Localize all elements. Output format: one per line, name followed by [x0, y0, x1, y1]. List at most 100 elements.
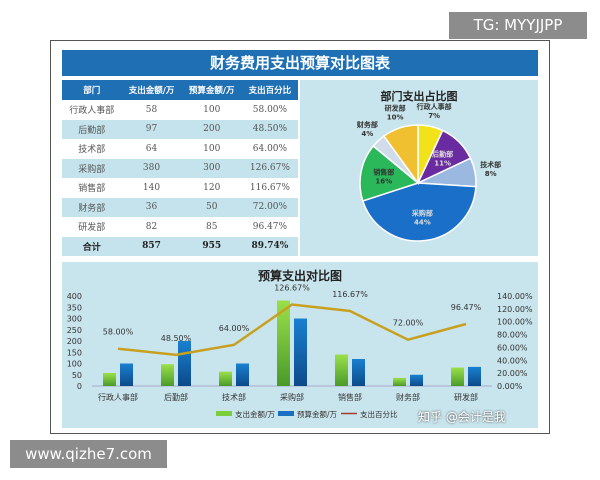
table-cell: 研发部: [78, 223, 106, 234]
legend-expense-label: 支出金额/万: [235, 409, 276, 419]
pie-label: 技术部: [480, 160, 501, 169]
table-cell: 72.00%: [241, 197, 298, 217]
y2-tick-label: 20.00%: [497, 369, 528, 378]
total-cell: 合计: [62, 236, 122, 256]
pie-label: 销售部: [372, 167, 394, 176]
site-watermark: www.qizhe7.com: [10, 440, 167, 468]
table-cell: 64: [145, 143, 158, 154]
table-cell: 116.67%: [249, 182, 290, 193]
pie-percent: 4%: [361, 130, 373, 138]
col-header: 支出金额/万: [121, 80, 182, 100]
x-tick-label: 技术部: [222, 392, 246, 402]
table-cell: 100: [203, 104, 221, 115]
total-cell: 955: [181, 236, 242, 256]
y2-tick-label: 140.00%: [497, 292, 533, 301]
col-header: 预算金额/万: [181, 80, 242, 100]
table-cell: 96.47%: [252, 221, 288, 232]
table-cell: 100: [203, 143, 221, 154]
y2-tick-label: 120.00%: [497, 305, 533, 314]
bar-title: 预算支出对比图: [258, 268, 342, 283]
expense-bar: [451, 367, 464, 386]
y2-tick-label: 100.00%: [497, 318, 533, 327]
x-tick-label: 研发部: [454, 392, 478, 402]
table-row: 财务部 36 50 72.00%: [62, 197, 298, 217]
table-cell: 82: [145, 221, 158, 232]
table-cell: 140: [142, 182, 161, 193]
x-tick-label: 销售部: [338, 392, 362, 402]
table-cell: 120: [203, 182, 221, 193]
y-tick-label: 250: [67, 326, 82, 335]
x-tick-label: 财务部: [396, 392, 420, 402]
pie-slice: [361, 182, 477, 242]
table-cell: 48.50%: [241, 119, 298, 139]
legend-budget-swatch: [278, 411, 294, 416]
y2-tick-label: 60.00%: [497, 343, 528, 352]
table-cell: 36: [121, 197, 182, 217]
legend-budget-label: 预算金额/万: [297, 409, 338, 419]
budget-bar: [352, 359, 365, 386]
table-cell: 126.67%: [241, 158, 298, 178]
budget-bar: [294, 318, 307, 386]
table-cell: 97: [121, 119, 182, 139]
pie-label: 行政人事部: [416, 102, 452, 111]
pie-label: 财务部: [356, 120, 378, 129]
y-tick-label: 200: [67, 337, 82, 346]
percent-data-label: 116.67%: [332, 290, 368, 299]
pie-percent: 8%: [485, 170, 497, 178]
pie-label: 采购部: [411, 209, 433, 218]
page-title: 财务费用支出预算对比图表: [62, 50, 538, 76]
table-cell: 行政人事部: [69, 106, 115, 117]
total-cell: 89.74%: [241, 236, 298, 256]
budget-bar: [468, 366, 481, 386]
expense-bar: [277, 300, 290, 386]
pie-percent: 16%: [375, 177, 392, 185]
table-row: 研发部 82 85 96.47%: [62, 217, 298, 237]
table-cell: 后勤部: [62, 119, 122, 139]
table-row: 销售部 140 120 116.67%: [62, 178, 298, 198]
percent-line: [117, 303, 467, 357]
table-row: 后勤部 97 200 48.50%: [62, 119, 298, 139]
table-cell: 200: [181, 119, 242, 139]
table-cell: 采购部: [62, 158, 122, 178]
table-cell: 85: [206, 221, 218, 232]
y-tick-label: 150: [67, 348, 82, 357]
table-row: 行政人事部 58 100 58.00%: [62, 100, 298, 120]
pie-percent: 11%: [434, 159, 451, 167]
budget-bar: [236, 363, 249, 386]
table-cell: 财务部: [62, 197, 122, 217]
budget-bar: [178, 341, 191, 386]
legend-line-label: 支出百分比: [360, 409, 398, 419]
expense-bar: [335, 354, 348, 386]
y2-tick-label: 80.00%: [497, 331, 528, 340]
y-tick-label: 300: [67, 315, 82, 324]
percent-data-label: 48.50%: [161, 334, 192, 343]
x-tick-label: 采购部: [280, 392, 304, 402]
col-header: 部门: [62, 80, 122, 100]
y-tick-label: 50: [72, 371, 82, 380]
y-tick-label: 0: [77, 382, 82, 391]
pie-title: 部门支出占比图: [381, 89, 458, 103]
tg-watermark: TG: MYYJJPP: [449, 12, 587, 39]
pie-label: 研发部: [385, 104, 406, 113]
y-tick-label: 100: [67, 360, 82, 369]
expense-bar: [103, 372, 116, 386]
x-tick-label: 后勤部: [164, 392, 188, 402]
table-cell: 58: [145, 104, 158, 115]
table-cell: 销售部: [78, 184, 106, 195]
expense-bar: [219, 371, 232, 386]
total-cell: 857: [121, 236, 182, 256]
pie-label: 后勤部: [432, 149, 453, 158]
table-cell: 50: [181, 197, 242, 217]
expense-bar: [161, 364, 174, 386]
y2-tick-label: 0.00%: [497, 382, 523, 391]
percent-data-label: 126.67%: [274, 284, 310, 293]
budget-bar: [120, 363, 133, 386]
table-total-row: 合计 857 955 89.74%: [62, 236, 298, 256]
y-tick-label: 350: [67, 303, 82, 312]
percent-data-label: 96.47%: [451, 303, 482, 312]
table-header: 部门 支出金额/万 预算金额/万 支出百分比: [62, 80, 298, 100]
table-cell: 380: [121, 158, 182, 178]
expense-table: 部门 支出金额/万 预算金额/万 支出百分比 行政人事部 58 100 58.00% 后…: [62, 80, 298, 256]
table-cell: 58.00%: [252, 104, 288, 115]
